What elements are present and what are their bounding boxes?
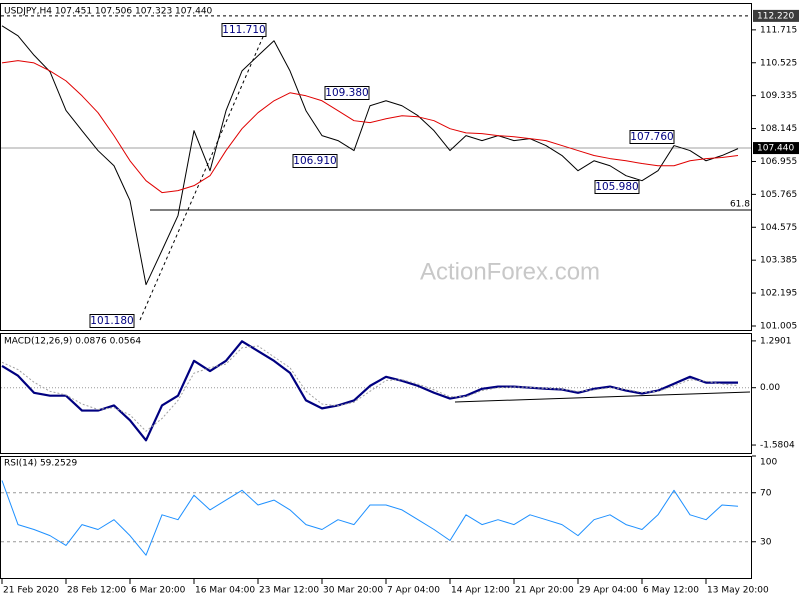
price-label: 112.220 — [757, 11, 794, 21]
price-label: 107.440 — [757, 144, 794, 154]
panel-title: MACD(12,26,9) 0.0876 0.0564 — [4, 337, 141, 347]
x-tick-label: 23 Mar 12:00 — [259, 586, 319, 596]
y-tick-label: -1.5804 — [760, 441, 795, 451]
x-tick-label: 21 Feb 2020 — [3, 586, 59, 596]
x-tick-label: 16 Mar 04:00 — [195, 586, 255, 596]
annotation-label: 101.180 — [90, 315, 133, 327]
annotation-box — [292, 154, 338, 168]
y-tick-label: 0.00 — [760, 383, 780, 393]
y-tick-label: 102.195 — [760, 289, 797, 299]
annotation-label: 106.910 — [293, 155, 336, 167]
macd-trendline — [454, 391, 751, 403]
series-line — [1, 345, 739, 432]
x-tick-label: 6 May 12:00 — [643, 586, 699, 596]
annotation-label: 109.380 — [325, 87, 368, 99]
annotation-box — [89, 314, 135, 328]
x-tick-label: 28 Feb 12:00 — [67, 586, 126, 596]
x-tick-label: 14 Apr 12:00 — [451, 586, 510, 596]
x-tick-label: 30 Mar 20:00 — [323, 586, 383, 596]
y-tick-label: 106.955 — [760, 157, 797, 167]
y-tick-label: 105.765 — [760, 190, 797, 200]
y-tick-label: 30 — [760, 537, 772, 547]
annotation-box — [629, 130, 675, 144]
y-tick-label: 108.145 — [760, 124, 797, 134]
series-line — [1, 25, 739, 286]
panel-title: RSI(14) 59.2529 — [4, 459, 77, 469]
y-tick-label: 1.2901 — [760, 336, 792, 346]
y-tick-label: 110.525 — [760, 58, 797, 68]
series-line — [1, 340, 738, 442]
y-tick-label: 103.385 — [760, 256, 797, 266]
y-tick-label: 111.715 — [760, 25, 797, 35]
price-label-box — [753, 9, 799, 22]
series-line — [1, 480, 739, 556]
annotation-box — [221, 23, 267, 37]
x-tick-label: 7 Apr 04:00 — [387, 586, 440, 596]
y-tick-label: 104.575 — [760, 223, 797, 233]
annotation-box — [594, 180, 640, 194]
price-panel — [0, 3, 752, 331]
watermark: ActionForex.com — [420, 258, 600, 285]
x-tick-label: 29 Apr 04:00 — [579, 586, 638, 596]
panel-title: USDJPY,H4 107.451 107.506 107.323 107.44… — [4, 7, 213, 17]
annotation-label: 105.980 — [595, 181, 638, 193]
macd-panel — [0, 333, 752, 454]
y-tick-label: 100 — [760, 458, 777, 468]
annotation-box — [324, 86, 370, 100]
price-label-box — [753, 142, 799, 155]
annotation-label: 107.760 — [630, 131, 673, 143]
y-tick-label: 109.335 — [760, 91, 797, 101]
rsi-panel — [0, 456, 752, 579]
x-tick-label: 13 May 20:00 — [707, 586, 769, 596]
x-tick-label: 6 Mar 20:00 — [131, 586, 186, 596]
fib-label: 61.8 — [730, 199, 750, 209]
fib-anchor-line — [139, 29, 267, 321]
annotation-label: 111.710 — [222, 24, 265, 36]
series-line — [1, 60, 739, 194]
y-tick-label: 70 — [760, 488, 772, 498]
x-tick-label: 21 Apr 20:00 — [515, 586, 574, 596]
y-tick-label: 101.005 — [760, 321, 797, 331]
